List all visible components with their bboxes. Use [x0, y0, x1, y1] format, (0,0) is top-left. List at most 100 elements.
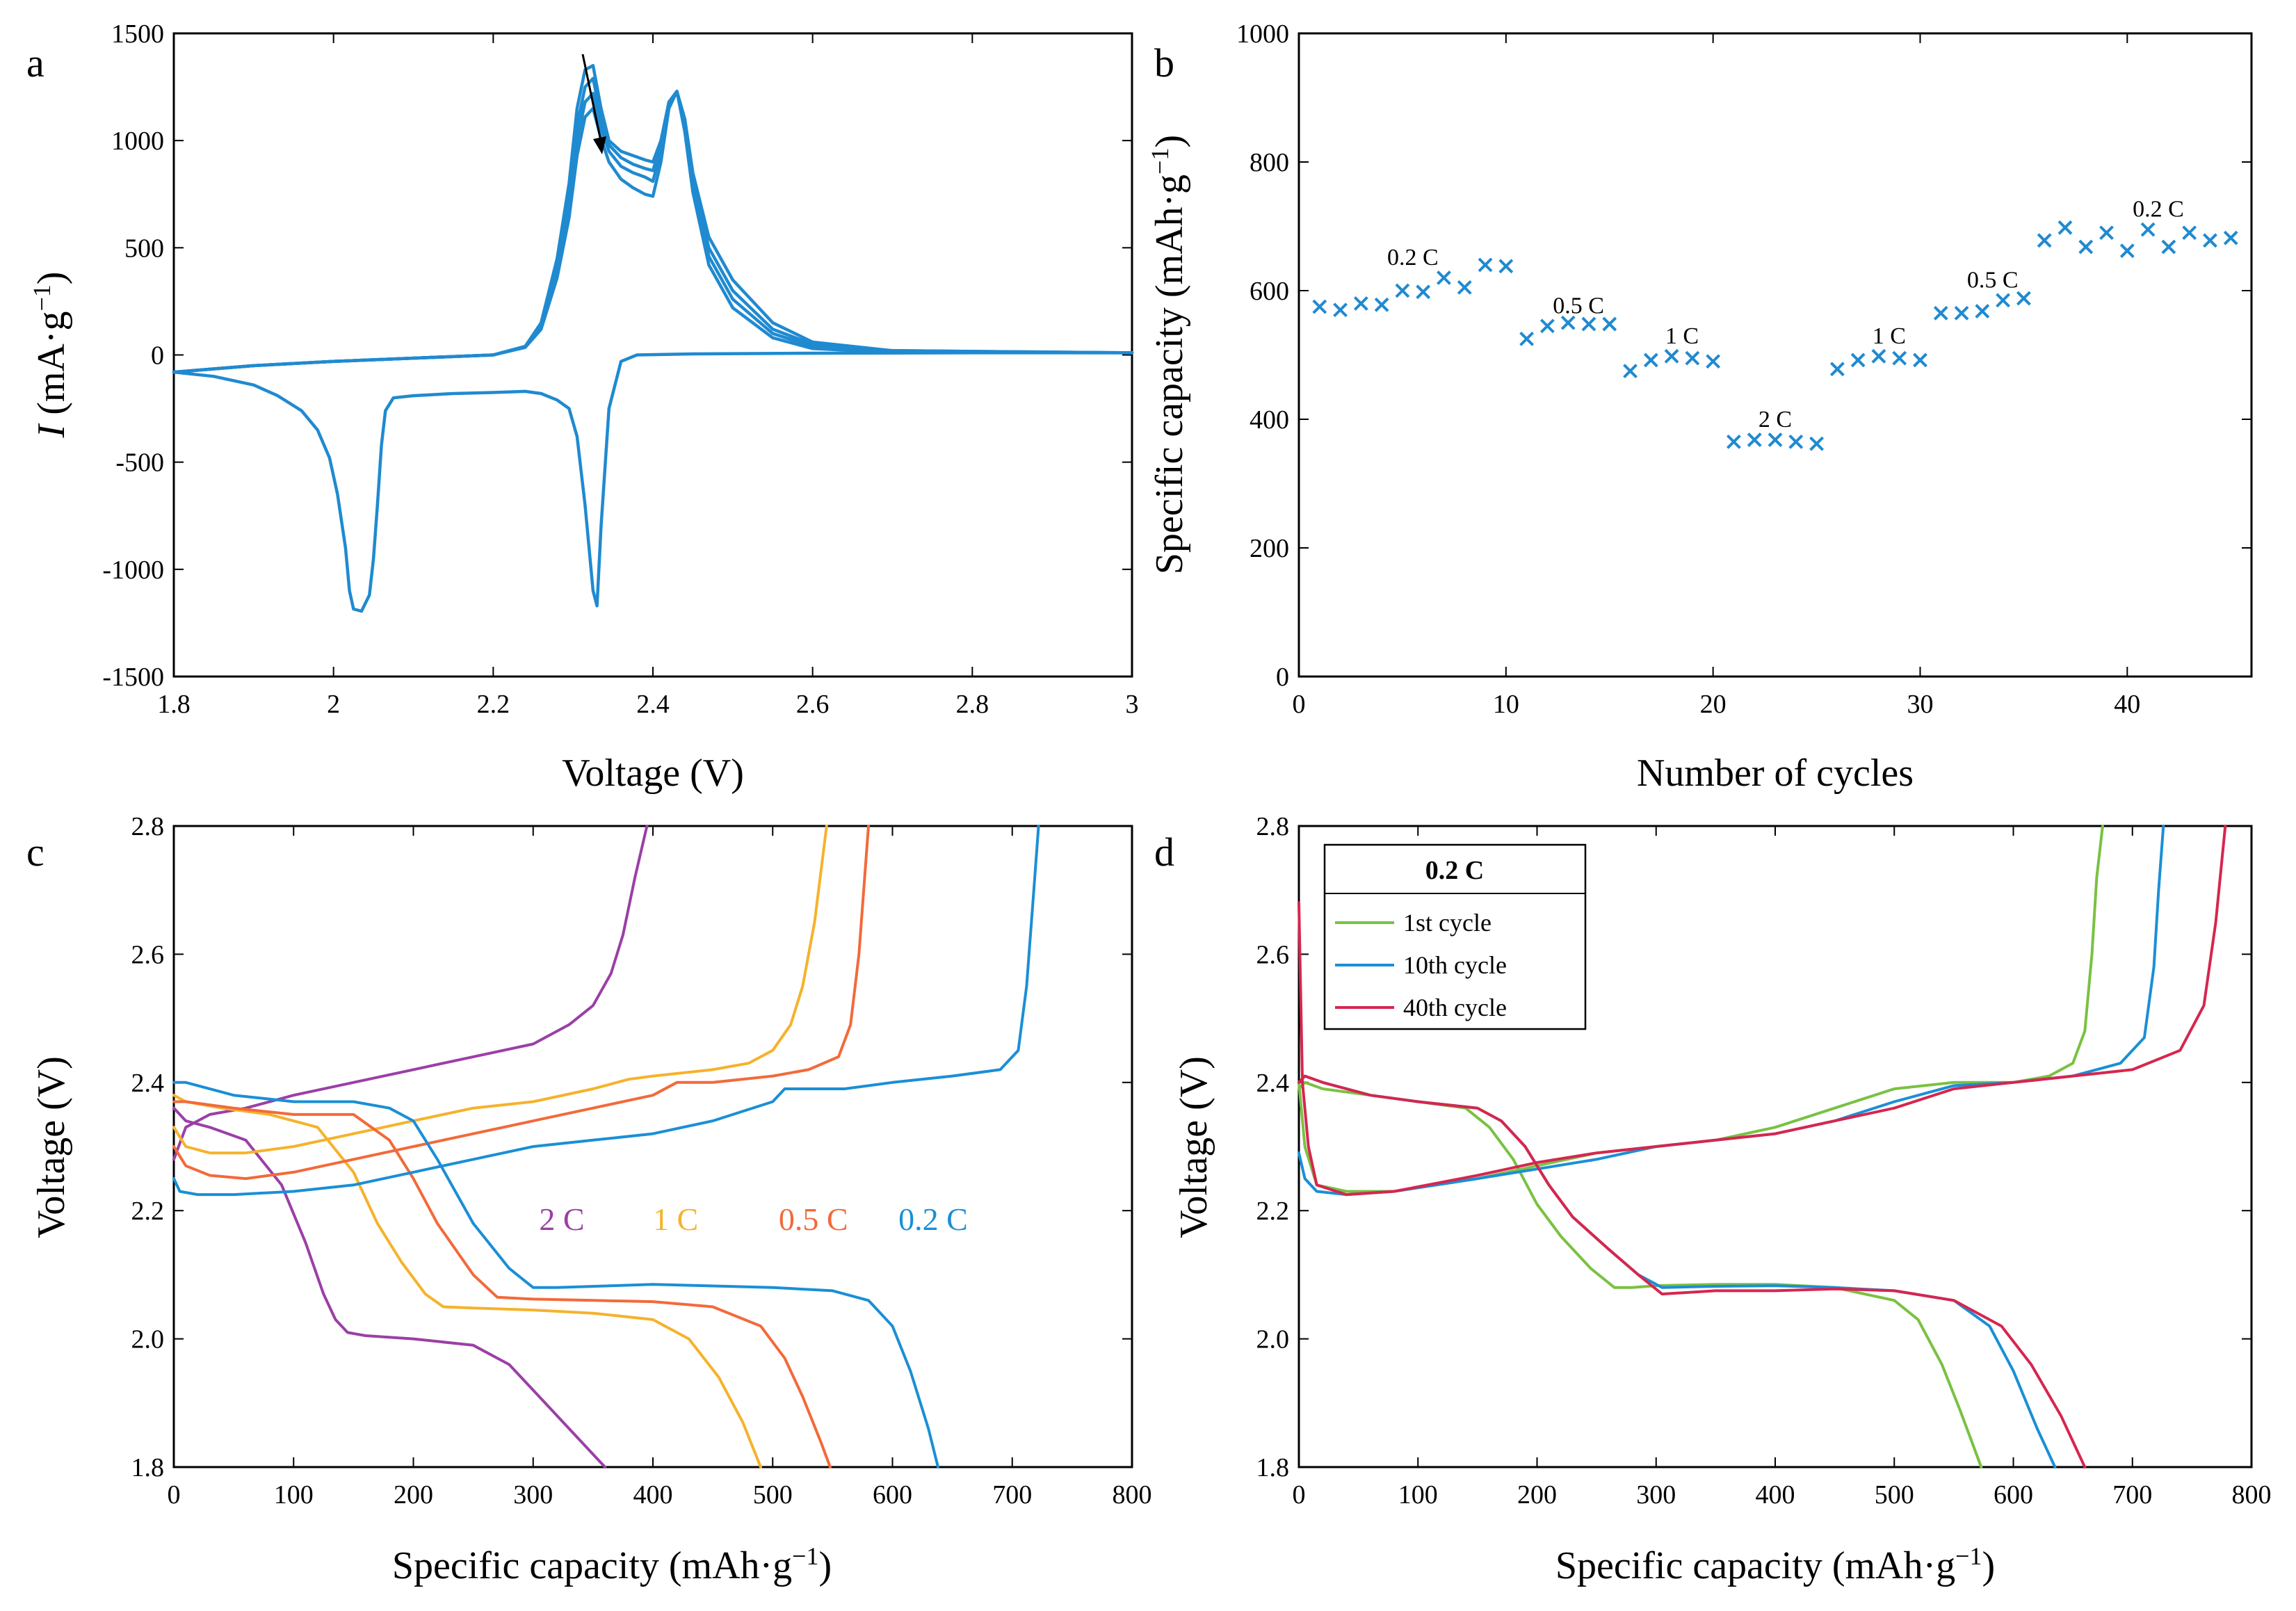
panel-a-ylabel: I (mA·g−1)	[28, 272, 73, 439]
legend-box	[1323, 843, 1587, 1030]
data-point-x-marker	[2140, 222, 2156, 237]
data-point-x-marker	[1519, 331, 1535, 346]
x-tick-label: 0	[1293, 1480, 1306, 1509]
data-point-x-marker	[1643, 353, 1658, 368]
data-point-x-marker	[1768, 432, 1783, 448]
data-point-x-marker	[2037, 233, 2052, 248]
panel-c-ticks: 0 100 200 300 400 500 600 700 800 1.8 2.0 2.2 2.4 2.6…	[131, 812, 1152, 1509]
marker-stroke	[1312, 299, 1327, 314]
rate-annotation: 0.2 C	[2133, 197, 2184, 222]
y-tick-label: -1500	[102, 663, 164, 692]
marker-stroke	[1353, 296, 1368, 311]
rate-label: 1 C	[653, 1201, 698, 1237]
data-point-x-marker	[2182, 225, 2197, 241]
series-line	[172, 90, 1134, 374]
data-point-x-marker	[2203, 233, 2217, 248]
data-point-x-marker	[2161, 239, 2176, 254]
x-tick-label: 200	[394, 1480, 433, 1509]
data-point-x-marker	[1560, 315, 1576, 330]
data-point-x-marker	[1871, 348, 1886, 364]
marker-stroke	[2182, 225, 2197, 241]
series-line	[172, 1094, 762, 1468]
x-tick-label: 1.8	[157, 690, 191, 719]
marker-stroke	[1519, 331, 1535, 346]
legend-label-1st: 1st cycle	[1403, 909, 1491, 937]
x-tick-label: 700	[992, 1480, 1032, 1509]
data-point-x-marker	[2099, 225, 2114, 241]
panel-d-ylabel: Voltage (V)	[1172, 1056, 1215, 1238]
x-tick-label: 200	[1517, 1480, 1557, 1509]
series-line	[172, 90, 1134, 374]
x-tick-label: 700	[2112, 1480, 2152, 1509]
rate-annotation: 2 C	[1759, 407, 1792, 432]
data-point-x-marker	[1850, 353, 1866, 368]
data-point-x-marker	[1747, 432, 1762, 448]
x-tick-label: 0	[1293, 690, 1306, 719]
series-line	[172, 825, 1040, 1197]
series-line	[172, 825, 828, 1155]
data-point-x-marker	[1395, 283, 1410, 298]
marker-stroke	[1788, 434, 1804, 449]
y-tick-label: 800	[1250, 148, 1289, 177]
series-line	[172, 64, 1134, 374]
y-tick-label: 2.6	[1256, 940, 1290, 969]
x-tick-label: 2.6	[796, 690, 830, 719]
marker-stroke	[2223, 230, 2238, 245]
marker-stroke	[1809, 436, 1824, 451]
x-tick-label: 2.2	[477, 690, 510, 719]
panel-b-xlabel: Number of cycles	[1637, 752, 1914, 795]
data-point-x-marker	[1664, 348, 1679, 364]
x-tick-label: 300	[1636, 1480, 1676, 1509]
marker-stroke	[2099, 225, 2114, 241]
marker-stroke	[1747, 432, 1762, 448]
panel-c-lines	[172, 825, 1040, 1468]
x-tick-label: 2	[327, 690, 340, 719]
y-tick-label: 1500	[111, 19, 164, 49]
data-point-x-marker	[1975, 304, 1990, 319]
data-point-x-marker	[1416, 284, 1431, 300]
x-tick-label: 20	[1700, 690, 1727, 719]
marker-stroke	[1395, 283, 1410, 298]
series-line	[172, 351, 1134, 613]
marker-stroke	[1706, 354, 1721, 369]
x-tick-label: 2.8	[956, 690, 989, 719]
data-point-x-marker	[2057, 220, 2073, 235]
x-tick-label: 100	[274, 1480, 314, 1509]
marker-stroke	[2203, 233, 2217, 248]
x-tick-label: 400	[633, 1480, 673, 1509]
marker-stroke	[1416, 284, 1431, 300]
marker-stroke	[1727, 434, 1741, 449]
data-point-x-marker	[1727, 434, 1741, 449]
legend-label-10th: 10th cycle	[1403, 951, 1507, 979]
x-tick-label: 400	[1756, 1480, 1795, 1509]
marker-stroke	[2119, 243, 2135, 259]
x-tick-label: 10	[1493, 690, 1519, 719]
data-point-x-marker	[1539, 318, 1555, 334]
rate-label: 2 C	[539, 1201, 584, 1237]
arrow-head-icon	[593, 136, 606, 154]
marker-stroke	[1892, 350, 1907, 366]
data-point-x-marker	[1788, 434, 1804, 449]
decrease-arrow-icon	[581, 54, 604, 148]
marker-stroke	[1954, 305, 1969, 321]
series-line	[1297, 825, 2104, 1193]
marker-stroke	[1664, 348, 1679, 364]
x-tick-label: 600	[873, 1480, 912, 1509]
marker-stroke	[1560, 315, 1576, 330]
x-tick-label: 30	[1907, 690, 1933, 719]
panel-a-ticks: 1.8 2 2.2 2.4 2.6 2.8 3 -1500 -1000 -500 0 500 1000 1…	[102, 19, 1138, 719]
y-tick-label: 200	[1250, 534, 1289, 563]
panel-letter-c: c	[26, 829, 45, 875]
panel-c-frame	[172, 825, 1133, 1468]
marker-stroke	[1913, 353, 1927, 368]
rate-annotation: 1 C	[1665, 323, 1699, 349]
data-point-x-marker	[2016, 291, 2031, 306]
x-tick-label: 500	[1875, 1480, 1914, 1509]
x-tick-label: 800	[1113, 1480, 1152, 1509]
data-point-x-marker	[1333, 302, 1348, 318]
rate-annotation: 1 C	[1873, 323, 1906, 349]
data-point-x-marker	[1829, 362, 1845, 377]
marker-stroke	[1643, 353, 1658, 368]
x-tick-label: 500	[753, 1480, 793, 1509]
